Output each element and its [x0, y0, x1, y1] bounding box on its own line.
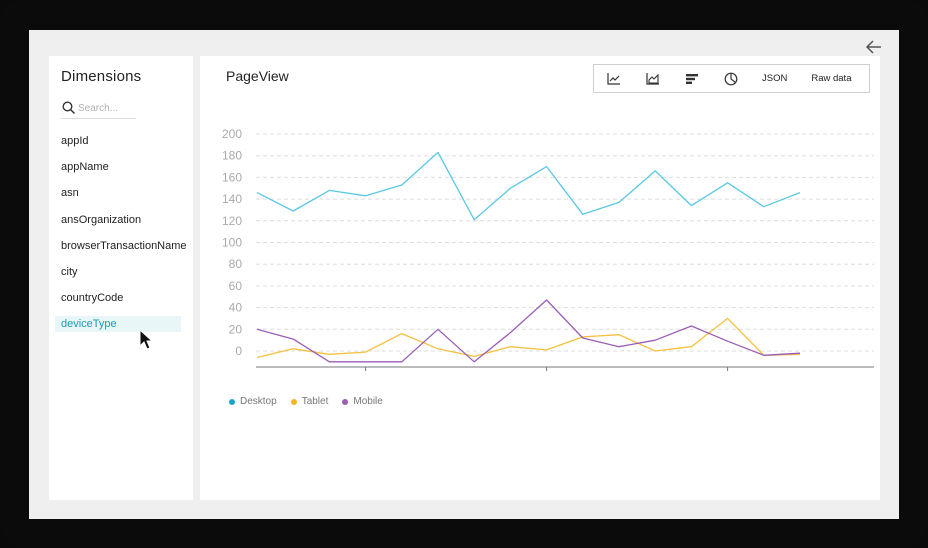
- legend-label-desktop: Desktop: [240, 396, 277, 407]
- dimension-item-browsertransactionname[interactable]: browserTransactionName: [61, 239, 187, 252]
- dimension-item-city[interactable]: city: [61, 265, 78, 278]
- y-tick-label: 140: [222, 192, 242, 206]
- area-chart-icon[interactable]: [633, 65, 672, 92]
- legend-dot-desktop: [229, 398, 235, 405]
- y-tick-label: 0: [235, 344, 242, 358]
- legend-item-mobile[interactable]: Mobile: [342, 396, 383, 407]
- pie-chart-icon[interactable]: [711, 65, 750, 92]
- chart-toolbar: JSON Raw data: [593, 64, 870, 93]
- dimension-item-asn[interactable]: asn: [61, 187, 79, 200]
- y-tick-label: 180: [222, 149, 242, 163]
- series-line-mobile[interactable]: [256, 299, 801, 363]
- y-tick-label: 160: [222, 170, 242, 184]
- legend-item-tablet[interactable]: Tablet: [290, 396, 329, 407]
- raw-data-button[interactable]: Raw data: [811, 73, 852, 84]
- dimension-item-ansorganization[interactable]: ansOrganization: [61, 213, 142, 226]
- series-line-desktop[interactable]: [256, 151, 801, 221]
- app-screen: Dimensions appId appName asn ansOrganiza…: [29, 30, 899, 519]
- dimension-item-devicetype[interactable]: deviceType: [55, 316, 181, 333]
- y-tick-label: 40: [229, 301, 243, 315]
- dimensions-sidebar: Dimensions appId appName asn ansOrganiza…: [49, 56, 193, 500]
- y-tick-label: 200: [222, 127, 242, 141]
- line-chart-icon[interactable]: [594, 65, 633, 92]
- chart-legend: Desktop Tablet Mobile: [229, 396, 383, 407]
- dimension-list: appId appName asn ansOrganization browse…: [49, 128, 193, 333]
- legend-item-desktop[interactable]: Desktop: [229, 396, 277, 407]
- y-tick-label: 20: [229, 322, 243, 336]
- page-title: PageView: [226, 68, 289, 84]
- search-icon: [62, 101, 76, 115]
- pageview-line-chart: 20018016014012010080604020003:05 PM03:10…: [222, 127, 874, 371]
- chart-panel: PageView: [200, 56, 880, 500]
- y-tick-label: 100: [222, 236, 242, 250]
- dimension-item-appid[interactable]: appId: [61, 135, 89, 147]
- mouse-cursor-icon: [139, 328, 155, 356]
- legend-dot-mobile: [342, 398, 349, 405]
- y-tick-label: 80: [229, 257, 243, 271]
- search-input[interactable]: [78, 100, 136, 116]
- series-line-tablet[interactable]: [256, 317, 801, 359]
- bar-chart-icon[interactable]: [672, 65, 711, 92]
- y-tick-label: 60: [229, 279, 243, 293]
- legend-dot-tablet: [290, 398, 297, 405]
- search-box[interactable]: [61, 100, 136, 119]
- dimension-item-appname[interactable]: appName: [61, 161, 109, 174]
- dimension-item-countrycode[interactable]: countryCode: [61, 292, 124, 305]
- back-arrow-icon[interactable]: [865, 38, 883, 56]
- legend-label-tablet: Tablet: [301, 396, 329, 407]
- y-tick-label: 120: [222, 214, 242, 228]
- sidebar-title: Dimensions: [61, 68, 142, 85]
- json-button[interactable]: JSON: [762, 73, 788, 84]
- legend-label-mobile: Mobile: [353, 396, 383, 407]
